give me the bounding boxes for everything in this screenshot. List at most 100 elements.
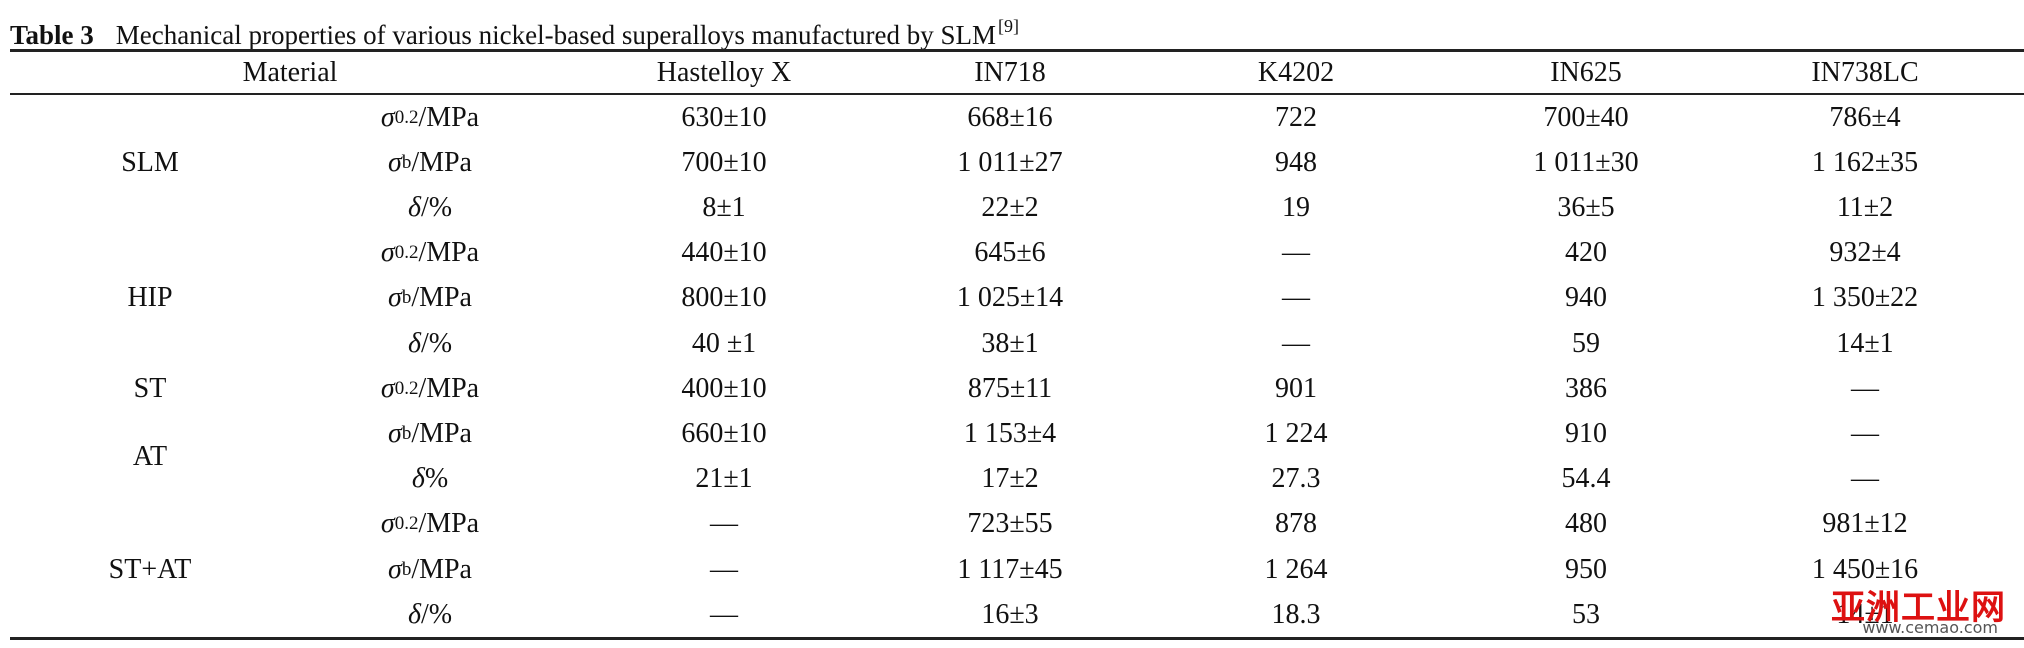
table-cell: 700±10 — [681, 146, 767, 178]
table-cell: — — [1851, 417, 1879, 449]
property-symbol: σ — [380, 237, 395, 269]
property-unit: /MPa — [411, 553, 472, 585]
property-symbol: σ — [380, 372, 395, 404]
table-cell: — — [1282, 282, 1310, 314]
header-in738lc: IN738LC — [1811, 56, 1919, 88]
table-cell: — — [1851, 372, 1879, 404]
table-row: δ/% — 16±3 18.3 53 14±1 — [0, 592, 2024, 637]
table-cell: 1 450±16 — [1811, 553, 1919, 585]
table-row: δ/% 8±1 22±2 19 36±5 11±2 — [0, 185, 2024, 230]
property-symbol: σ — [388, 417, 402, 449]
table-cell: 630±10 — [681, 101, 767, 133]
table-cell: 59 — [1572, 327, 1600, 359]
table-cell: 660±10 — [681, 417, 767, 449]
table-cell: 386 — [1565, 372, 1607, 404]
property-subscript: 0.2 — [394, 242, 419, 264]
property-symbol: σ — [388, 553, 402, 585]
table-row: σ 0.2/MPa — 723±55 878 480 981±12 — [0, 502, 2024, 547]
property-unit: /MPa — [418, 101, 480, 133]
table-cell: 40 ±1 — [691, 327, 757, 359]
table-row: σ b/MPa — 1 117±45 1 264 950 1 450±16 — [0, 547, 2024, 592]
table-row: σ b/MPa 700±10 1 011±27 948 1 011±30 1 162±35 — [0, 140, 2024, 185]
table-cell: 1 224 — [1264, 417, 1328, 449]
group-slm: SLM — [121, 146, 179, 178]
group-at: AT — [132, 440, 168, 472]
property-label: σ b/MPa — [310, 276, 550, 321]
property-unit: /% — [420, 191, 453, 223]
table-cell: 11±2 — [1836, 191, 1894, 223]
table-cell: 910 — [1565, 417, 1607, 449]
table-row: σ 0.2/MPa 440±10 645±6 — 420 932±4 — [0, 231, 2024, 276]
table-cell: — — [1851, 463, 1879, 495]
table-cell: — — [710, 598, 738, 630]
table-cell: 21±1 — [695, 463, 753, 495]
property-label: δ/% — [310, 321, 550, 366]
table-cell: 36±5 — [1557, 191, 1615, 223]
table-cell: 932±4 — [1829, 237, 1901, 269]
table-cell: 18.3 — [1271, 598, 1321, 630]
table-cell: — — [1282, 237, 1310, 269]
table-cell: 1 350±22 — [1811, 282, 1919, 314]
table-cell: 875±11 — [967, 372, 1053, 404]
table-cell: — — [710, 553, 738, 585]
property-label: σ 0.2/MPa — [310, 95, 550, 140]
table-cell: 800±10 — [681, 282, 767, 314]
property-subscript: b — [401, 151, 412, 173]
top-rule — [10, 49, 2024, 52]
property-symbol: σ — [388, 282, 402, 314]
property-label: σ b/MPa — [310, 547, 550, 592]
property-subscript: b — [401, 558, 412, 580]
table-row: σ 0.2/MPa 630±10 668±16 722 700±40 786±4 — [0, 95, 2024, 140]
table-cell: 38±1 — [981, 327, 1039, 359]
property-symbol: δ — [407, 598, 421, 630]
property-subscript: b — [401, 287, 412, 309]
table-cell: 1 162±35 — [1811, 146, 1919, 178]
table-title: Mechanical properties of various nickel-… — [115, 20, 997, 50]
table-cell: 1 025±14 — [956, 282, 1064, 314]
table-cell: 700±40 — [1543, 101, 1629, 133]
table-reference: [9] — [998, 16, 1020, 36]
table-cell: 668±16 — [967, 101, 1053, 133]
property-label: δ% — [310, 457, 550, 502]
table-cell: 54.4 — [1561, 463, 1611, 495]
table-caption: Table 3 Mechanical properties of various … — [10, 4, 1020, 50]
table-cell: 901 — [1275, 372, 1317, 404]
header-material: Material — [242, 56, 338, 88]
table-cell: 786±4 — [1829, 101, 1901, 133]
table-row: σ b/MPa 660±10 1 153±4 1 224 910 — — [0, 411, 2024, 456]
header-row: Material Hastelloy X IN718 K4202 IN625 I… — [0, 52, 2024, 93]
property-unit: /MPa — [418, 237, 480, 269]
table-cell: 1 011±30 — [1533, 146, 1639, 178]
table-cell: 480 — [1565, 508, 1607, 540]
table-cell: — — [710, 508, 738, 540]
table-cell: 1 117±45 — [957, 553, 1063, 585]
property-label: σ 0.2/MPa — [310, 366, 550, 411]
group-st-at: ST+AT — [108, 553, 192, 585]
property-label: δ/% — [310, 592, 550, 637]
table-cell: 8±1 — [702, 191, 746, 223]
watermark-logo: 亚洲工业网 www.cemao.com — [1806, 580, 2006, 638]
table-row: δ/% 40 ±1 38±1 — 59 14±1 — [0, 321, 2024, 366]
property-label: σ 0.2/MPa — [310, 231, 550, 276]
table-row: σ 0.2/MPa 400±10 875±11 901 386 — — [0, 366, 2024, 411]
header-k4202: K4202 — [1257, 56, 1335, 88]
table-cell: 878 — [1275, 508, 1317, 540]
table-cell: 16±3 — [981, 598, 1039, 630]
table-cell: 940 — [1565, 282, 1607, 314]
header-in718: IN718 — [974, 56, 1046, 88]
table-cell: 723±55 — [967, 508, 1053, 540]
table-row: δ% 21±1 17±2 27.3 54.4 — — [0, 457, 2024, 502]
property-unit: /MPa — [411, 282, 472, 314]
property-subscript: 0.2 — [394, 106, 419, 128]
group-st: ST — [133, 372, 167, 404]
table-cell: 22±2 — [981, 191, 1039, 223]
property-symbol: δ — [411, 463, 425, 495]
table-cell: 981±12 — [1822, 508, 1908, 540]
property-unit: /MPa — [418, 508, 480, 540]
table-cell: 400±10 — [681, 372, 767, 404]
header-rule — [10, 93, 2024, 95]
group-hip: HIP — [127, 282, 173, 314]
property-unit: /% — [420, 598, 453, 630]
table-cell: 948 — [1275, 146, 1317, 178]
watermark-text: 亚洲工业网 — [1831, 588, 2006, 628]
